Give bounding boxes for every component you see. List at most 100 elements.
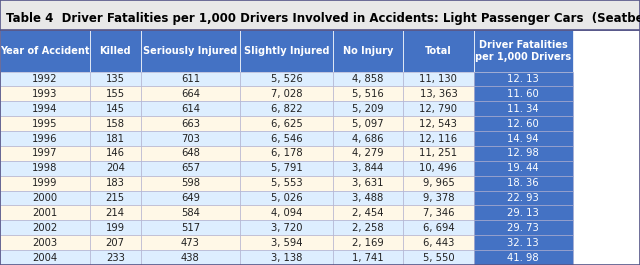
Bar <box>403 101 474 116</box>
Bar <box>0 220 90 235</box>
Text: Driver Fatalities
per 1,000 Drivers: Driver Fatalities per 1,000 Drivers <box>475 40 572 62</box>
Text: 5, 026: 5, 026 <box>271 193 302 203</box>
Bar <box>474 30 573 72</box>
Text: 2, 258: 2, 258 <box>352 223 384 233</box>
Text: 611: 611 <box>181 74 200 84</box>
Bar <box>0 191 90 205</box>
Bar <box>0 0 640 30</box>
Text: 6, 694: 6, 694 <box>422 223 454 233</box>
Bar <box>90 86 141 101</box>
Bar <box>403 205 474 220</box>
Text: 5, 550: 5, 550 <box>422 253 454 263</box>
Bar <box>0 30 90 72</box>
Bar <box>403 131 474 146</box>
Text: 155: 155 <box>106 89 125 99</box>
Bar <box>240 86 333 101</box>
Text: 663: 663 <box>181 119 200 129</box>
Text: 2000: 2000 <box>32 193 58 203</box>
Text: 32. 13: 32. 13 <box>508 238 539 248</box>
Bar <box>141 220 240 235</box>
Bar <box>474 235 573 250</box>
Bar <box>403 116 474 131</box>
Text: 9, 378: 9, 378 <box>422 193 454 203</box>
Bar <box>474 250 573 265</box>
Text: 5, 553: 5, 553 <box>271 178 302 188</box>
Text: 517: 517 <box>181 223 200 233</box>
Bar <box>333 235 403 250</box>
Text: 6, 822: 6, 822 <box>271 104 302 114</box>
Text: 1993: 1993 <box>32 89 58 99</box>
Bar <box>333 131 403 146</box>
Text: 207: 207 <box>106 238 125 248</box>
Bar <box>240 116 333 131</box>
Text: 1999: 1999 <box>32 178 58 188</box>
Text: 5, 097: 5, 097 <box>352 119 384 129</box>
Bar <box>333 101 403 116</box>
Text: 3, 631: 3, 631 <box>352 178 384 188</box>
Bar <box>90 101 141 116</box>
Bar <box>141 176 240 191</box>
Bar <box>333 146 403 161</box>
Text: 598: 598 <box>181 178 200 188</box>
Text: 1998: 1998 <box>32 163 58 173</box>
Text: 11, 130: 11, 130 <box>419 74 458 84</box>
Text: 12. 98: 12. 98 <box>508 148 539 158</box>
Bar <box>333 191 403 205</box>
Bar <box>333 116 403 131</box>
Bar <box>240 72 333 86</box>
Text: 183: 183 <box>106 178 125 188</box>
Bar <box>0 235 90 250</box>
Bar <box>240 176 333 191</box>
Text: Total: Total <box>425 46 452 56</box>
Text: 22. 93: 22. 93 <box>508 193 539 203</box>
Bar <box>141 101 240 116</box>
Text: 2, 169: 2, 169 <box>352 238 384 248</box>
Text: 2001: 2001 <box>32 208 58 218</box>
Bar <box>90 30 141 72</box>
Bar <box>403 176 474 191</box>
Bar <box>474 131 573 146</box>
Bar <box>90 72 141 86</box>
Text: 5, 791: 5, 791 <box>271 163 302 173</box>
Text: 181: 181 <box>106 134 125 144</box>
Text: 6, 443: 6, 443 <box>422 238 454 248</box>
Bar <box>474 220 573 235</box>
Bar <box>90 205 141 220</box>
Bar <box>403 72 474 86</box>
Text: 649: 649 <box>181 193 200 203</box>
Text: 1992: 1992 <box>32 74 58 84</box>
Text: 29. 13: 29. 13 <box>508 208 539 218</box>
Bar <box>0 161 90 176</box>
Text: 204: 204 <box>106 163 125 173</box>
Bar <box>333 86 403 101</box>
Text: Killed: Killed <box>99 46 131 56</box>
Bar <box>0 205 90 220</box>
Bar <box>0 116 90 131</box>
Text: 3, 488: 3, 488 <box>353 193 383 203</box>
Bar <box>0 30 640 265</box>
Bar <box>240 220 333 235</box>
Bar <box>240 131 333 146</box>
Bar <box>0 86 90 101</box>
Text: 1996: 1996 <box>32 134 58 144</box>
Bar <box>141 205 240 220</box>
Text: 14. 94: 14. 94 <box>508 134 539 144</box>
Text: 3, 594: 3, 594 <box>271 238 302 248</box>
Text: 4, 858: 4, 858 <box>352 74 384 84</box>
Bar <box>333 220 403 235</box>
Text: 6, 625: 6, 625 <box>271 119 302 129</box>
Text: 4, 686: 4, 686 <box>352 134 384 144</box>
Text: 473: 473 <box>181 238 200 248</box>
Text: 12, 116: 12, 116 <box>419 134 458 144</box>
Text: 12. 13: 12. 13 <box>508 74 539 84</box>
Bar <box>141 72 240 86</box>
Bar <box>141 30 240 72</box>
Bar <box>474 176 573 191</box>
Text: 1995: 1995 <box>32 119 58 129</box>
Bar <box>141 86 240 101</box>
Bar <box>240 205 333 220</box>
Bar <box>0 131 90 146</box>
Text: 1994: 1994 <box>32 104 58 114</box>
Bar <box>474 72 573 86</box>
Text: 215: 215 <box>106 193 125 203</box>
